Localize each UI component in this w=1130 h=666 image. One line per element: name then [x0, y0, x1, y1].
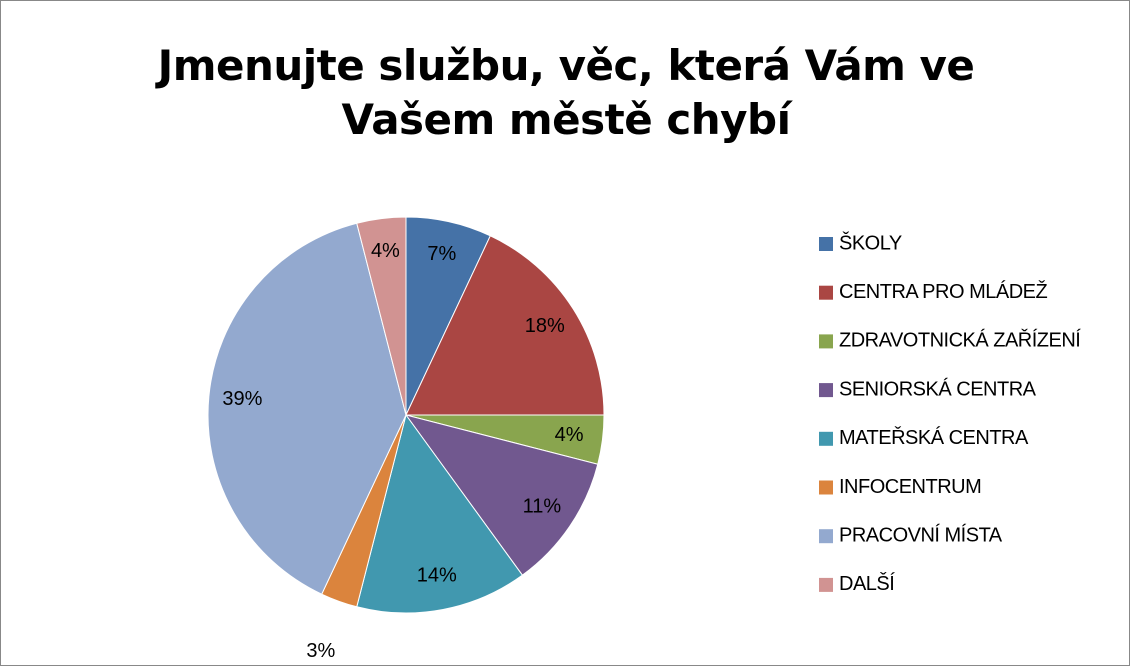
- legend-label: MATEŘSKÁ CENTRA: [839, 426, 1029, 449]
- legend-swatch: [819, 431, 833, 446]
- data-label: 11%: [523, 496, 562, 518]
- legend-label: PRACOVNÍ MÍSTA: [839, 523, 1003, 546]
- data-label: 18%: [525, 315, 565, 337]
- data-label: 14%: [417, 565, 457, 587]
- legend-label: ŠKOLY: [839, 231, 902, 254]
- pie-slice: [356, 216, 407, 416]
- legend-swatch: [819, 480, 833, 495]
- legend-swatch: [819, 334, 833, 349]
- data-label: 4%: [555, 424, 584, 446]
- data-label: 7%: [427, 243, 456, 265]
- pie-slice: [207, 222, 407, 595]
- legend-label: SENIORSKÁ CENTRA: [839, 377, 1037, 400]
- legend-label: ZDRAVOTNICKÁ ZAŘÍZENÍ: [839, 329, 1081, 352]
- legend-swatch: [819, 577, 833, 592]
- pie-slice: [404, 414, 599, 576]
- data-label: 3%: [306, 640, 335, 662]
- legend-swatch: [819, 529, 833, 544]
- data-label: 39%: [222, 388, 262, 410]
- pie-slice: [356, 413, 524, 614]
- legend-label: CENTRA PRO MLÁDEŽ: [839, 280, 1047, 303]
- legend-label: DALŠÍ: [839, 572, 895, 595]
- legend-swatch: [819, 383, 833, 398]
- legend-swatch: [819, 285, 833, 300]
- legend-label: INFOCENTRUM: [839, 476, 981, 498]
- legend-swatch: [819, 237, 833, 251]
- data-label: 4%: [371, 240, 400, 262]
- chart-title: Jmenujte službu, věc, která Vám ve Vašem…: [157, 41, 975, 144]
- pie-slice: [405, 235, 605, 416]
